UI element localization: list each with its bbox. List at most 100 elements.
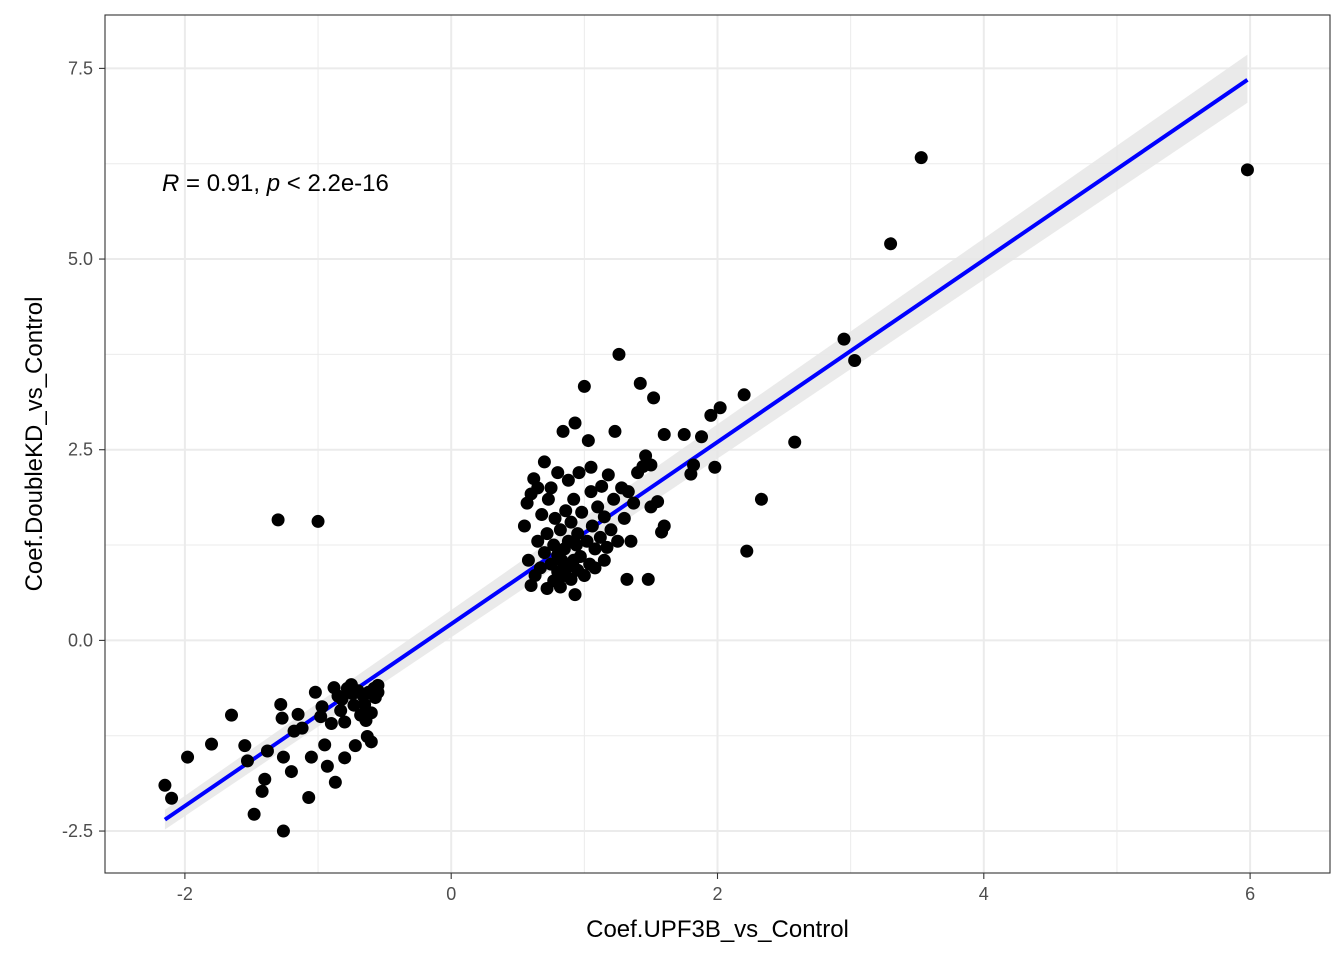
data-point [291, 707, 305, 721]
data-point [318, 738, 332, 752]
data-point [611, 534, 625, 548]
r-symbol: R [162, 170, 179, 197]
data-point [597, 553, 611, 567]
data-point [531, 481, 545, 495]
data-point [335, 692, 349, 706]
data-point [573, 549, 587, 563]
data-point [644, 458, 658, 472]
data-point [647, 391, 661, 405]
data-point [593, 530, 607, 544]
data-point [274, 697, 288, 711]
p-symbol: p [266, 170, 280, 197]
data-point [255, 784, 269, 798]
data-point [677, 427, 691, 441]
data-point [181, 750, 195, 764]
x-tick-label: 4 [979, 884, 989, 904]
data-point [553, 523, 567, 537]
data-point [561, 473, 575, 487]
data-point [348, 739, 362, 753]
y-tick-label: 7.5 [68, 58, 93, 78]
y-tick-label: -2.5 [62, 821, 93, 841]
data-point [165, 791, 179, 805]
data-point [581, 434, 595, 448]
data-point [271, 513, 285, 527]
data-point [338, 751, 352, 765]
data-point [548, 511, 562, 525]
data-point [695, 430, 709, 444]
data-point [584, 460, 598, 474]
data-point [521, 553, 535, 567]
data-point [533, 561, 547, 575]
data-point [537, 455, 551, 469]
data-point [541, 492, 555, 506]
data-point [567, 492, 581, 506]
r-value-text: = 0.91, [179, 170, 266, 197]
data-point [577, 379, 591, 393]
data-point [704, 408, 718, 422]
data-point [588, 542, 602, 556]
data-point [584, 485, 598, 499]
data-point [334, 704, 348, 718]
data-points [158, 151, 1254, 838]
data-point [311, 514, 325, 528]
data-point [240, 754, 254, 768]
data-point [1240, 163, 1254, 177]
data-point [324, 717, 338, 731]
data-point [308, 685, 322, 699]
data-point [713, 401, 727, 415]
data-point [597, 510, 611, 524]
data-point [347, 698, 361, 712]
data-point [247, 807, 261, 821]
data-point [537, 546, 551, 560]
data-point [633, 376, 647, 390]
data-point [535, 508, 549, 522]
data-point [517, 519, 531, 533]
data-point [600, 540, 614, 554]
data-point [158, 778, 172, 792]
data-point [607, 492, 621, 506]
data-point [569, 538, 583, 552]
data-point [577, 569, 591, 583]
data-point [524, 578, 538, 592]
data-point [260, 744, 274, 758]
data-point [657, 519, 671, 533]
data-point [620, 572, 634, 586]
data-point [371, 685, 385, 699]
data-point [708, 460, 722, 474]
data-point [314, 710, 328, 724]
data-point [588, 561, 602, 575]
data-point [641, 572, 655, 586]
data-point [848, 353, 862, 367]
data-point [627, 496, 641, 510]
data-point [651, 495, 665, 509]
data-point [276, 750, 290, 764]
correlation-annotation: R = 0.91, p < 2.2e-16 [162, 170, 389, 197]
x-tick-label: -2 [177, 884, 193, 904]
data-point [205, 737, 219, 751]
data-point [740, 544, 754, 558]
y-tick-label: 0.0 [68, 630, 93, 650]
data-point [837, 332, 851, 346]
data-point [295, 721, 309, 735]
data-point [364, 735, 378, 749]
data-point [571, 527, 585, 541]
data-point [556, 424, 570, 438]
data-point [657, 427, 671, 441]
data-point [601, 468, 615, 482]
data-point [884, 237, 898, 251]
data-point [621, 485, 635, 499]
data-point [914, 151, 928, 165]
data-point [585, 519, 599, 533]
data-point [617, 511, 631, 525]
data-point [624, 534, 638, 548]
data-point [302, 790, 316, 804]
data-point [547, 538, 561, 552]
data-point [564, 572, 578, 586]
x-axis-title: Coef.UPF3B_vs_Control [586, 916, 849, 943]
y-tick-label: 5.0 [68, 249, 93, 269]
data-point [304, 750, 318, 764]
data-point [687, 458, 701, 472]
p-value-text: < 2.2e-16 [280, 170, 389, 197]
